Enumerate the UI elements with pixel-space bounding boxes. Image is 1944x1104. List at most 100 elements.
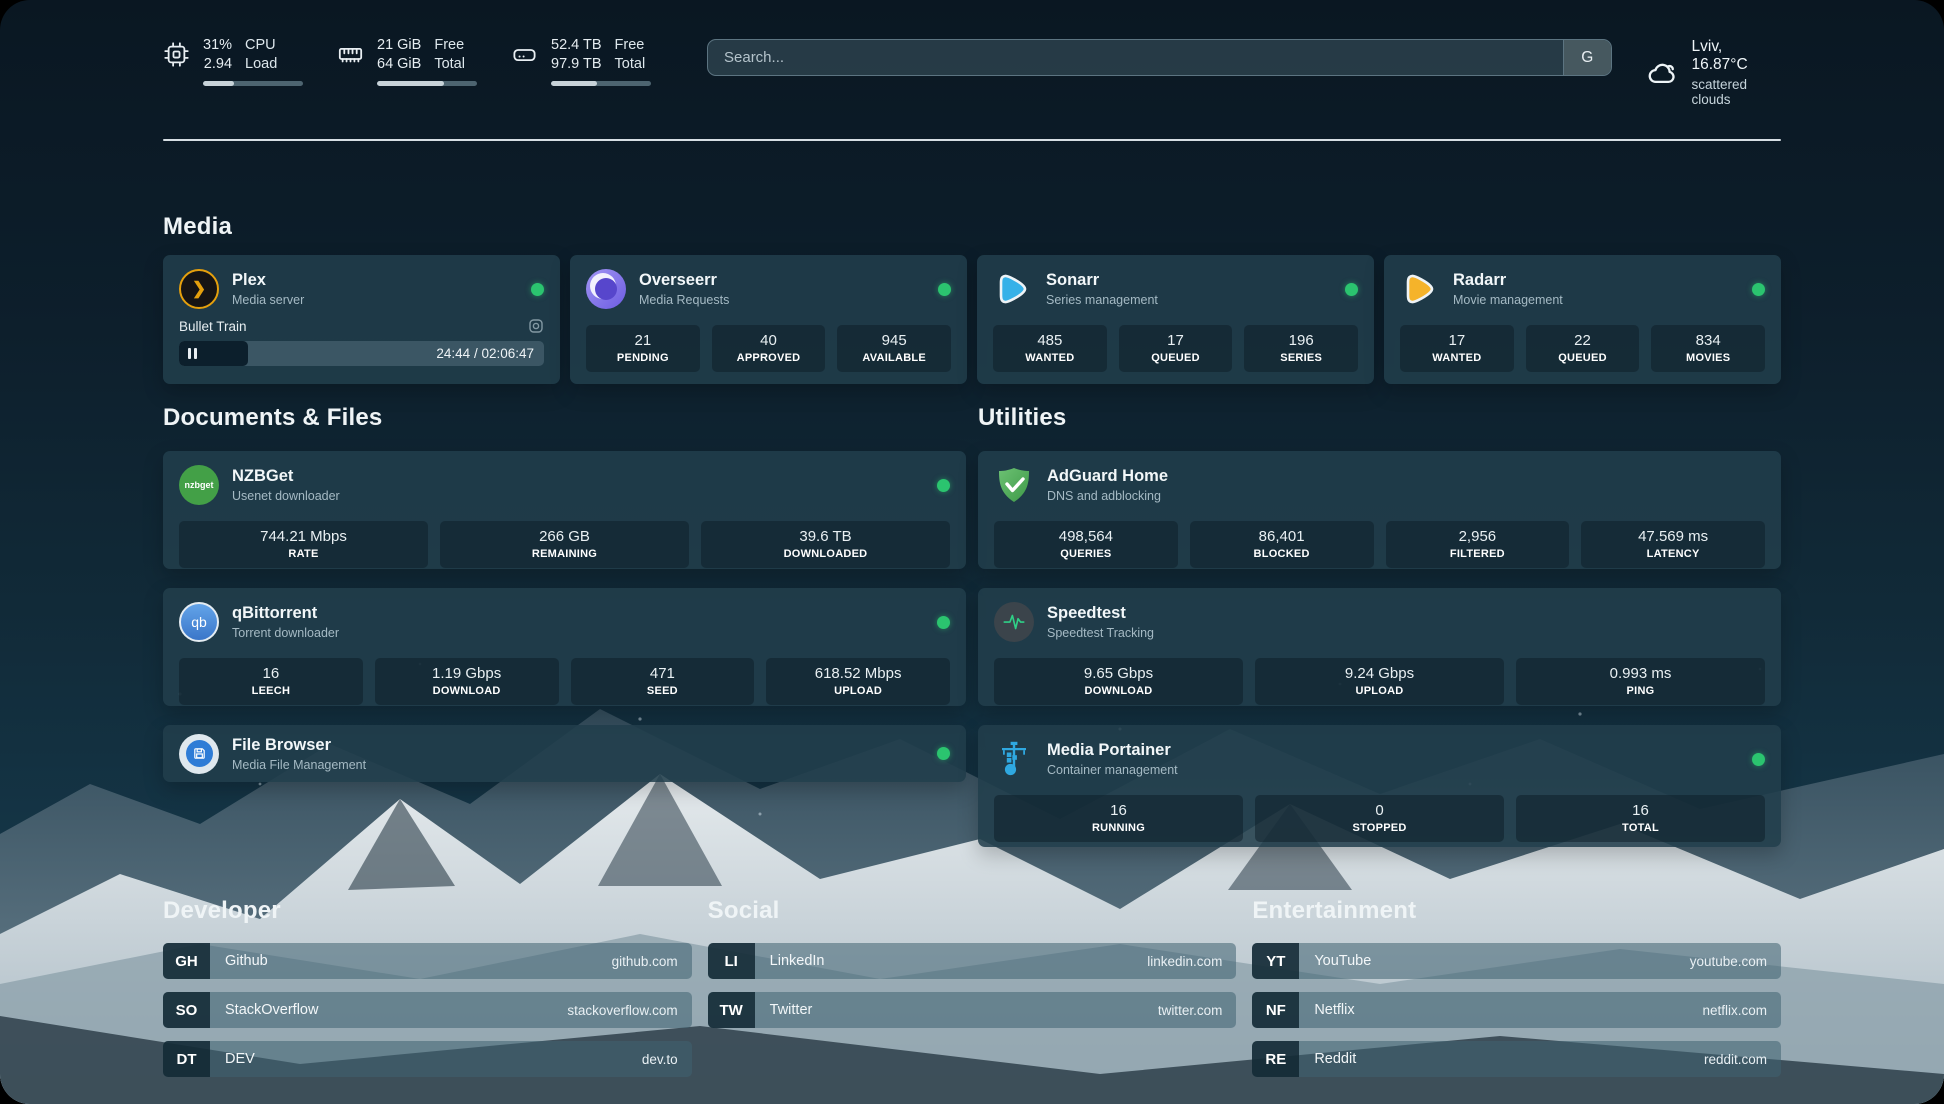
bookmark-github[interactable]: GH Github github.com (163, 943, 692, 979)
app-card-radarr[interactable]: Radarr Movie management 17 WANTED 22 QUE… (1384, 255, 1781, 384)
status-online-dot (531, 282, 544, 296)
stat-label: DOWNLOADED (783, 548, 868, 560)
app-card-sonarr[interactable]: Sonarr Series management 485 WANTED 17 Q… (977, 255, 1374, 384)
stat-label: LEECH (251, 685, 291, 697)
bookmark-url: stackoverflow.com (567, 1002, 678, 1018)
bookmark-url: reddit.com (1703, 1051, 1767, 1067)
search-input[interactable] (708, 40, 1563, 75)
app-card-adguard[interactable]: AdGuard Home DNS and adblocking 498,564 … (978, 451, 1781, 569)
disk-progress-track (551, 80, 651, 86)
dashboard-content: 31% 2.94 CPU Load (163, 37, 1781, 1077)
cpu-progress-track (203, 80, 303, 86)
app-description: Usenet downloader (232, 489, 340, 503)
app-description: DNS and adblocking (1047, 489, 1161, 503)
app-name: qBittorrent (232, 604, 318, 622)
bookmarks-entertainment: Entertainment YT YouTube youtube.com NF … (1252, 897, 1781, 1077)
bookmark-name: Twitter (769, 1002, 813, 1018)
adguard-icon (994, 465, 1034, 505)
bookmark-youtube[interactable]: YT YouTube youtube.com (1252, 943, 1781, 979)
app-card-plex[interactable]: ❯ Plex Media server Bullet Train (163, 255, 560, 384)
stat-box-ping: 0.993 ms PING (1516, 658, 1765, 705)
playback-progress-bar: 24:44 / 02:06:47 (179, 341, 544, 366)
memory-icon (337, 41, 364, 68)
playback-time: 24:44 / 02:06:47 (436, 346, 534, 361)
stat-value: 834 (1695, 332, 1721, 349)
status-online-dot (1752, 282, 1765, 296)
stat-label: RUNNING (1091, 822, 1146, 834)
disk-progress-fill (551, 80, 597, 86)
bookmark-reddit[interactable]: RE Reddit reddit.com (1252, 1041, 1781, 1077)
stat-label: PENDING (616, 352, 669, 364)
stat-box-upload: 618.52 Mbps UPLOAD (766, 658, 950, 705)
search-engine-button[interactable]: G (1562, 40, 1611, 75)
bookmark-name: Github (225, 953, 268, 969)
bookmark-dev[interactable]: DT DEV dev.to (163, 1041, 692, 1077)
stat-label: WANTED (1025, 352, 1075, 364)
bookmark-netflix[interactable]: NF Netflix netflix.com (1252, 992, 1781, 1028)
section-title-utilities: Utilities (978, 404, 1067, 431)
app-card-overseerr[interactable]: Overseerr Media Requests 21 PENDING 40 A… (570, 255, 967, 384)
pause-icon (188, 348, 197, 359)
app-description: Container management (1047, 763, 1178, 777)
playback-progress-fill (179, 341, 249, 366)
stat-box-upload: 9.24 Gbps UPLOAD (1255, 658, 1504, 705)
bookmark-stackoverflow[interactable]: SO StackOverflow stackoverflow.com (163, 992, 692, 1028)
stat-value: 47.569 ms (1638, 528, 1709, 545)
bookmark-linkedin[interactable]: LI LinkedIn linkedin.com (707, 943, 1237, 979)
stat-label: AVAILABLE (862, 352, 926, 364)
now-playing-row: Bullet Train (179, 318, 544, 334)
stat-value: 618.52 Mbps (814, 665, 902, 682)
header-divider (163, 139, 1781, 141)
app-name: Plex (232, 271, 266, 289)
section-title-documents: Documents & Files (163, 404, 383, 431)
stat-box-queued: 17 QUEUED (1118, 325, 1233, 372)
bookmark-url: twitter.com (1157, 1002, 1223, 1018)
bookmark-url: linkedin.com (1147, 953, 1223, 969)
stat-box-download: 1.19 Gbps DOWNLOAD (374, 658, 559, 705)
search-bar[interactable]: G (707, 39, 1612, 76)
stat-box-downloaded: 39.6 TB DOWNLOADED (701, 521, 950, 568)
bookmark-url: youtube.com (1689, 953, 1767, 969)
app-description: Media File Management (232, 757, 367, 772)
section-title-entertainment: Entertainment (1252, 897, 1417, 924)
stat-value: 16 (1632, 802, 1649, 819)
cpu-label: CPU (245, 37, 276, 53)
bookmark-name: Netflix (1314, 1002, 1355, 1018)
bookmark-twitter[interactable]: TW Twitter twitter.com (707, 992, 1237, 1028)
bookmark-url: dev.to (641, 1051, 678, 1067)
weather-location-temp: Lviv, 16.87°C (1691, 38, 1748, 73)
stat-value: 485 (1037, 332, 1063, 349)
stat-label: QUEUED (1151, 352, 1200, 364)
app-description: Torrent downloader (232, 626, 340, 640)
stat-label: DOWNLOAD (1084, 685, 1153, 697)
app-card-nzbget[interactable]: nzbget NZBGet Usenet downloader 744.21 M… (163, 451, 966, 569)
app-card-portainer[interactable]: Media Portainer Container management 16 … (978, 725, 1781, 847)
app-name: NZBGet (232, 467, 294, 485)
stat-value: 16 (262, 665, 280, 682)
nzbget-icon: nzbget (179, 465, 219, 505)
stat-label: APPROVED (736, 352, 801, 364)
app-card-speedtest[interactable]: Speedtest Speedtest Tracking 9.65 Gbps D… (978, 588, 1781, 706)
stat-label: TOTAL (1622, 822, 1659, 834)
weather-widget: Lviv, 16.87°C scattered clouds (1646, 38, 1781, 107)
filebrowser-icon (179, 733, 219, 774)
app-card-filebrowser[interactable]: File Browser Media File Management (163, 725, 966, 782)
sonarr-icon (993, 269, 1033, 309)
stat-label: UPLOAD (1355, 685, 1404, 697)
stat-label: QUEUED (1558, 352, 1607, 364)
stat-value: 196 (1288, 332, 1314, 349)
bookmark-abbr: YT (1252, 943, 1300, 979)
app-description: Media Requests (639, 293, 730, 307)
portainer-icon (994, 739, 1034, 779)
cpu-icon (163, 41, 190, 68)
nzbget-badge-text: nzbget (184, 480, 214, 490)
cpu-usage-value: 31% (203, 37, 233, 53)
app-card-qbittorrent[interactable]: qb qBittorrent Torrent downloader 16 LEE… (163, 588, 966, 706)
app-name: Media Portainer (1047, 741, 1171, 759)
bookmark-abbr: LI (707, 943, 755, 979)
stat-value: 744.21 Mbps (260, 528, 347, 545)
stat-box-filtered: 2,956 FILTERED (1385, 521, 1570, 568)
cpu-load-value: 2.94 (203, 55, 233, 72)
stream-info-icon[interactable] (528, 318, 544, 334)
